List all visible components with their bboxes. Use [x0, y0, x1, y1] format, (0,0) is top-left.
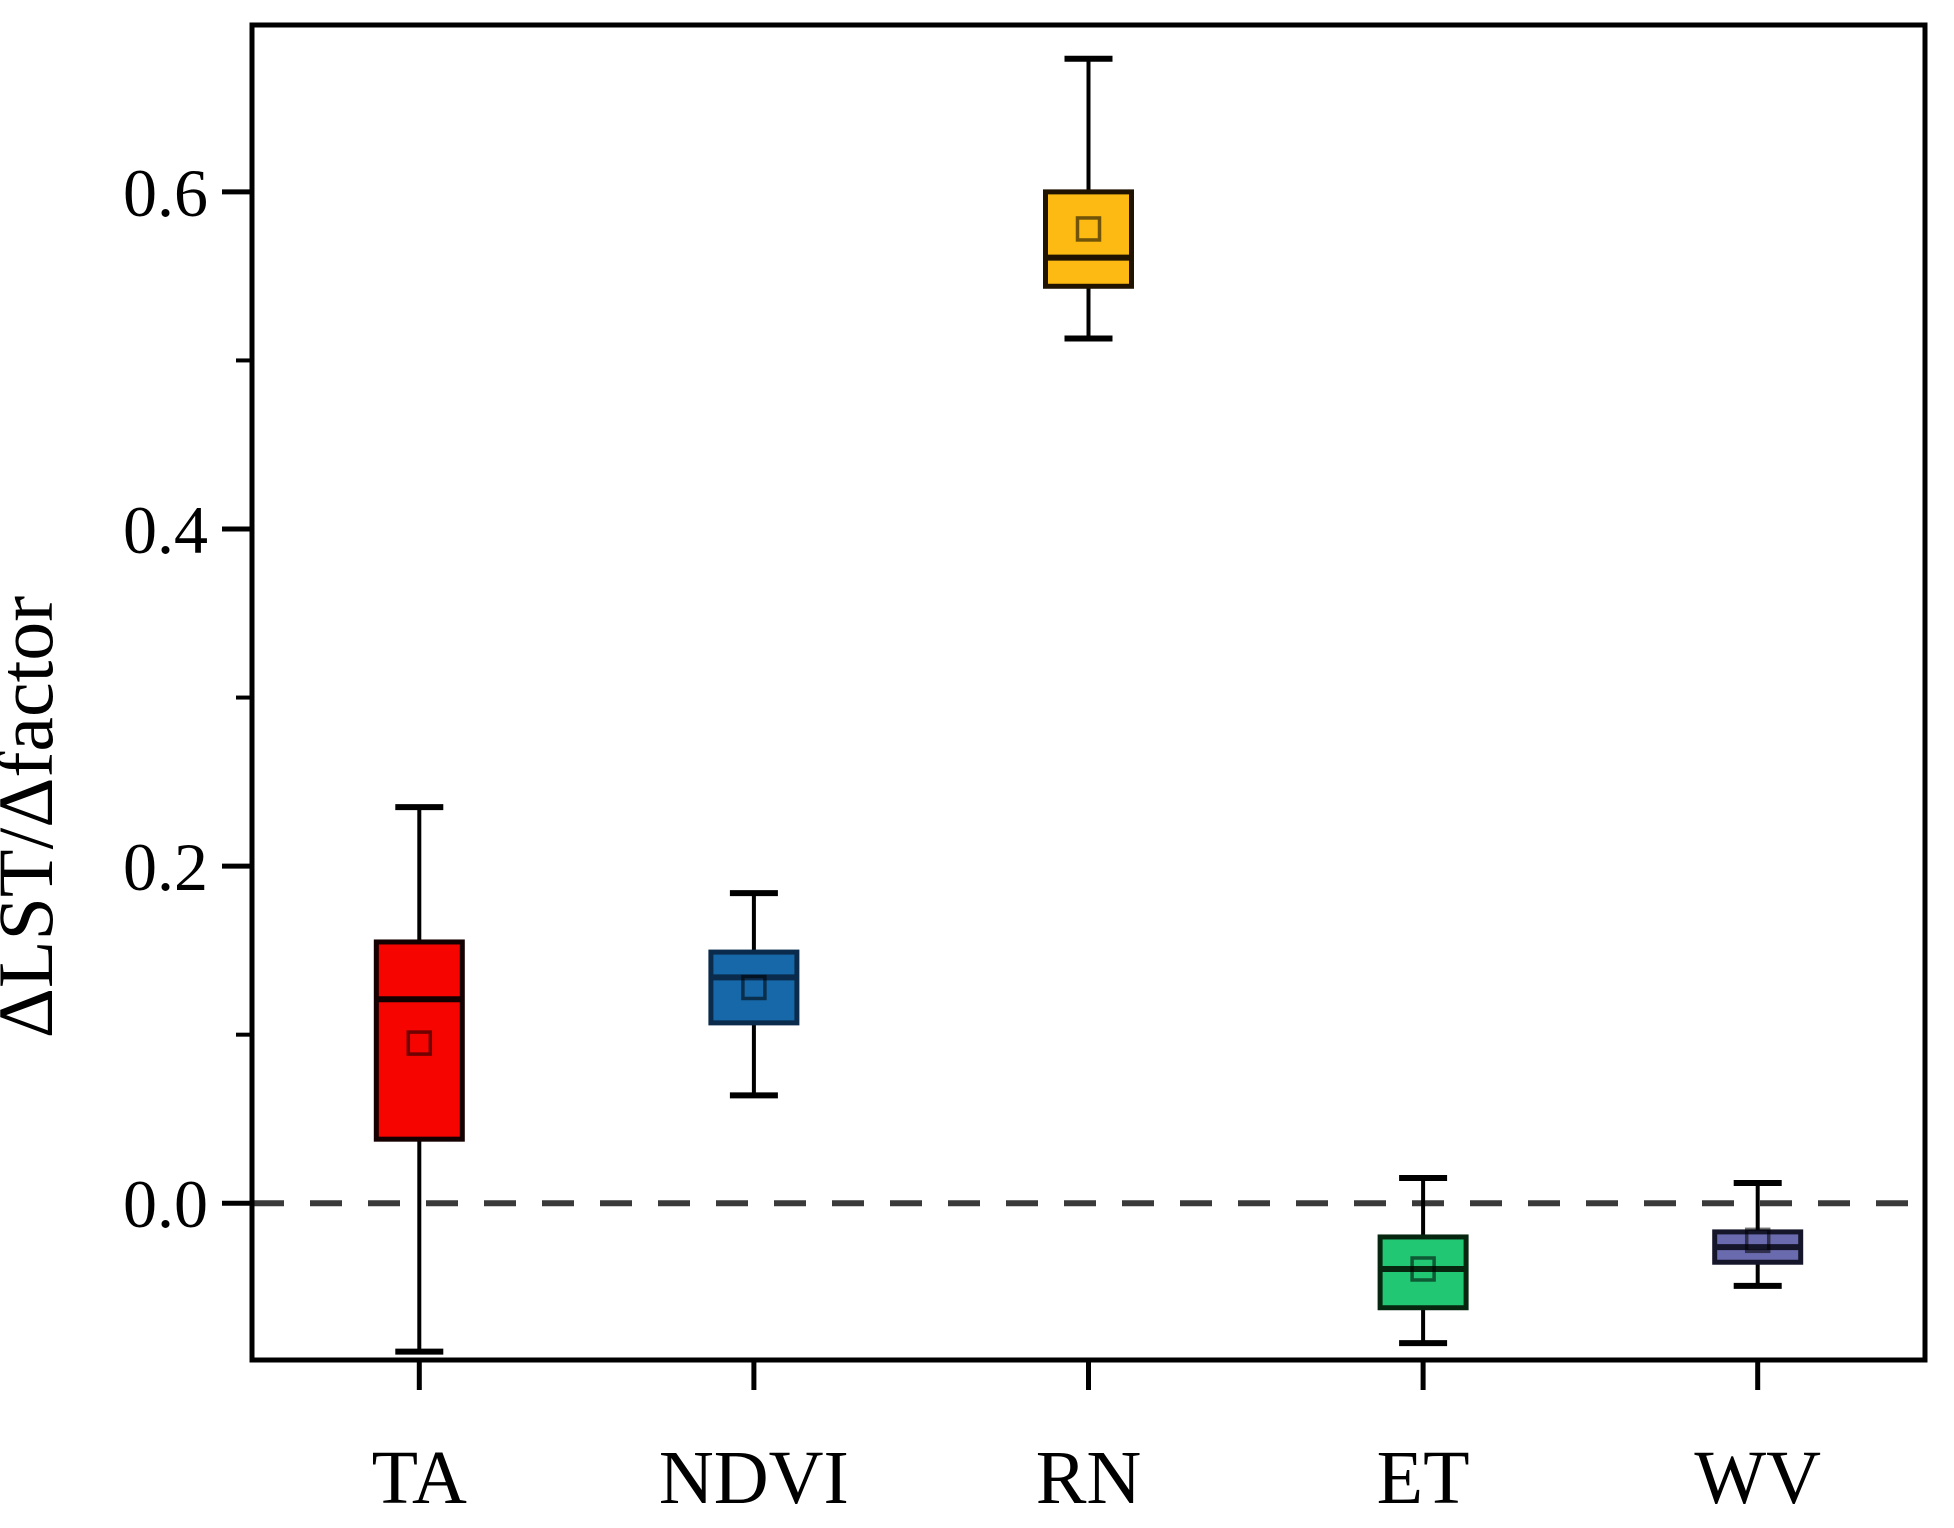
x-axis-ticks-group: TA NDVI RN ET WV [372, 1360, 1821, 1520]
mean-marker [406, 1030, 433, 1056]
box-series-ndvi [708, 890, 800, 1099]
y-tick-label: 0.6 [123, 155, 208, 231]
box-series-et [1377, 1174, 1469, 1347]
iqr-box [1377, 1234, 1469, 1311]
box-series-wv [1712, 1180, 1804, 1289]
y-axis-title: ΔLST/Δfactor [0, 596, 69, 1039]
x-category-label: NDVI [659, 1436, 849, 1520]
y-axis-ticks-group: 0.0 0.2 0.4 0.6 [123, 155, 252, 1242]
y-tick-label: 0.0 [123, 1166, 208, 1242]
x-category-label: WV [1694, 1436, 1821, 1520]
plot-frame-group [249, 22, 1928, 1363]
box-series-rn [1043, 55, 1134, 342]
x-category-label: TA [372, 1436, 467, 1520]
iqr-box [373, 939, 465, 1142]
plot-frame [249, 22, 1928, 1363]
y-tick-label: 0.2 [123, 829, 208, 905]
mean-marker [1744, 1227, 1771, 1254]
x-category-label: ET [1377, 1436, 1470, 1520]
y-tick-label: 0.4 [123, 492, 208, 568]
box-series-ta [373, 804, 465, 1355]
mean-marker [1410, 1256, 1436, 1282]
iqr-box [1043, 189, 1134, 289]
iqr-box [708, 949, 800, 1026]
mean-marker [1075, 216, 1102, 242]
x-category-label: RN [1036, 1436, 1142, 1520]
mean-marker [741, 974, 767, 1001]
box-series-group [373, 55, 1804, 1355]
